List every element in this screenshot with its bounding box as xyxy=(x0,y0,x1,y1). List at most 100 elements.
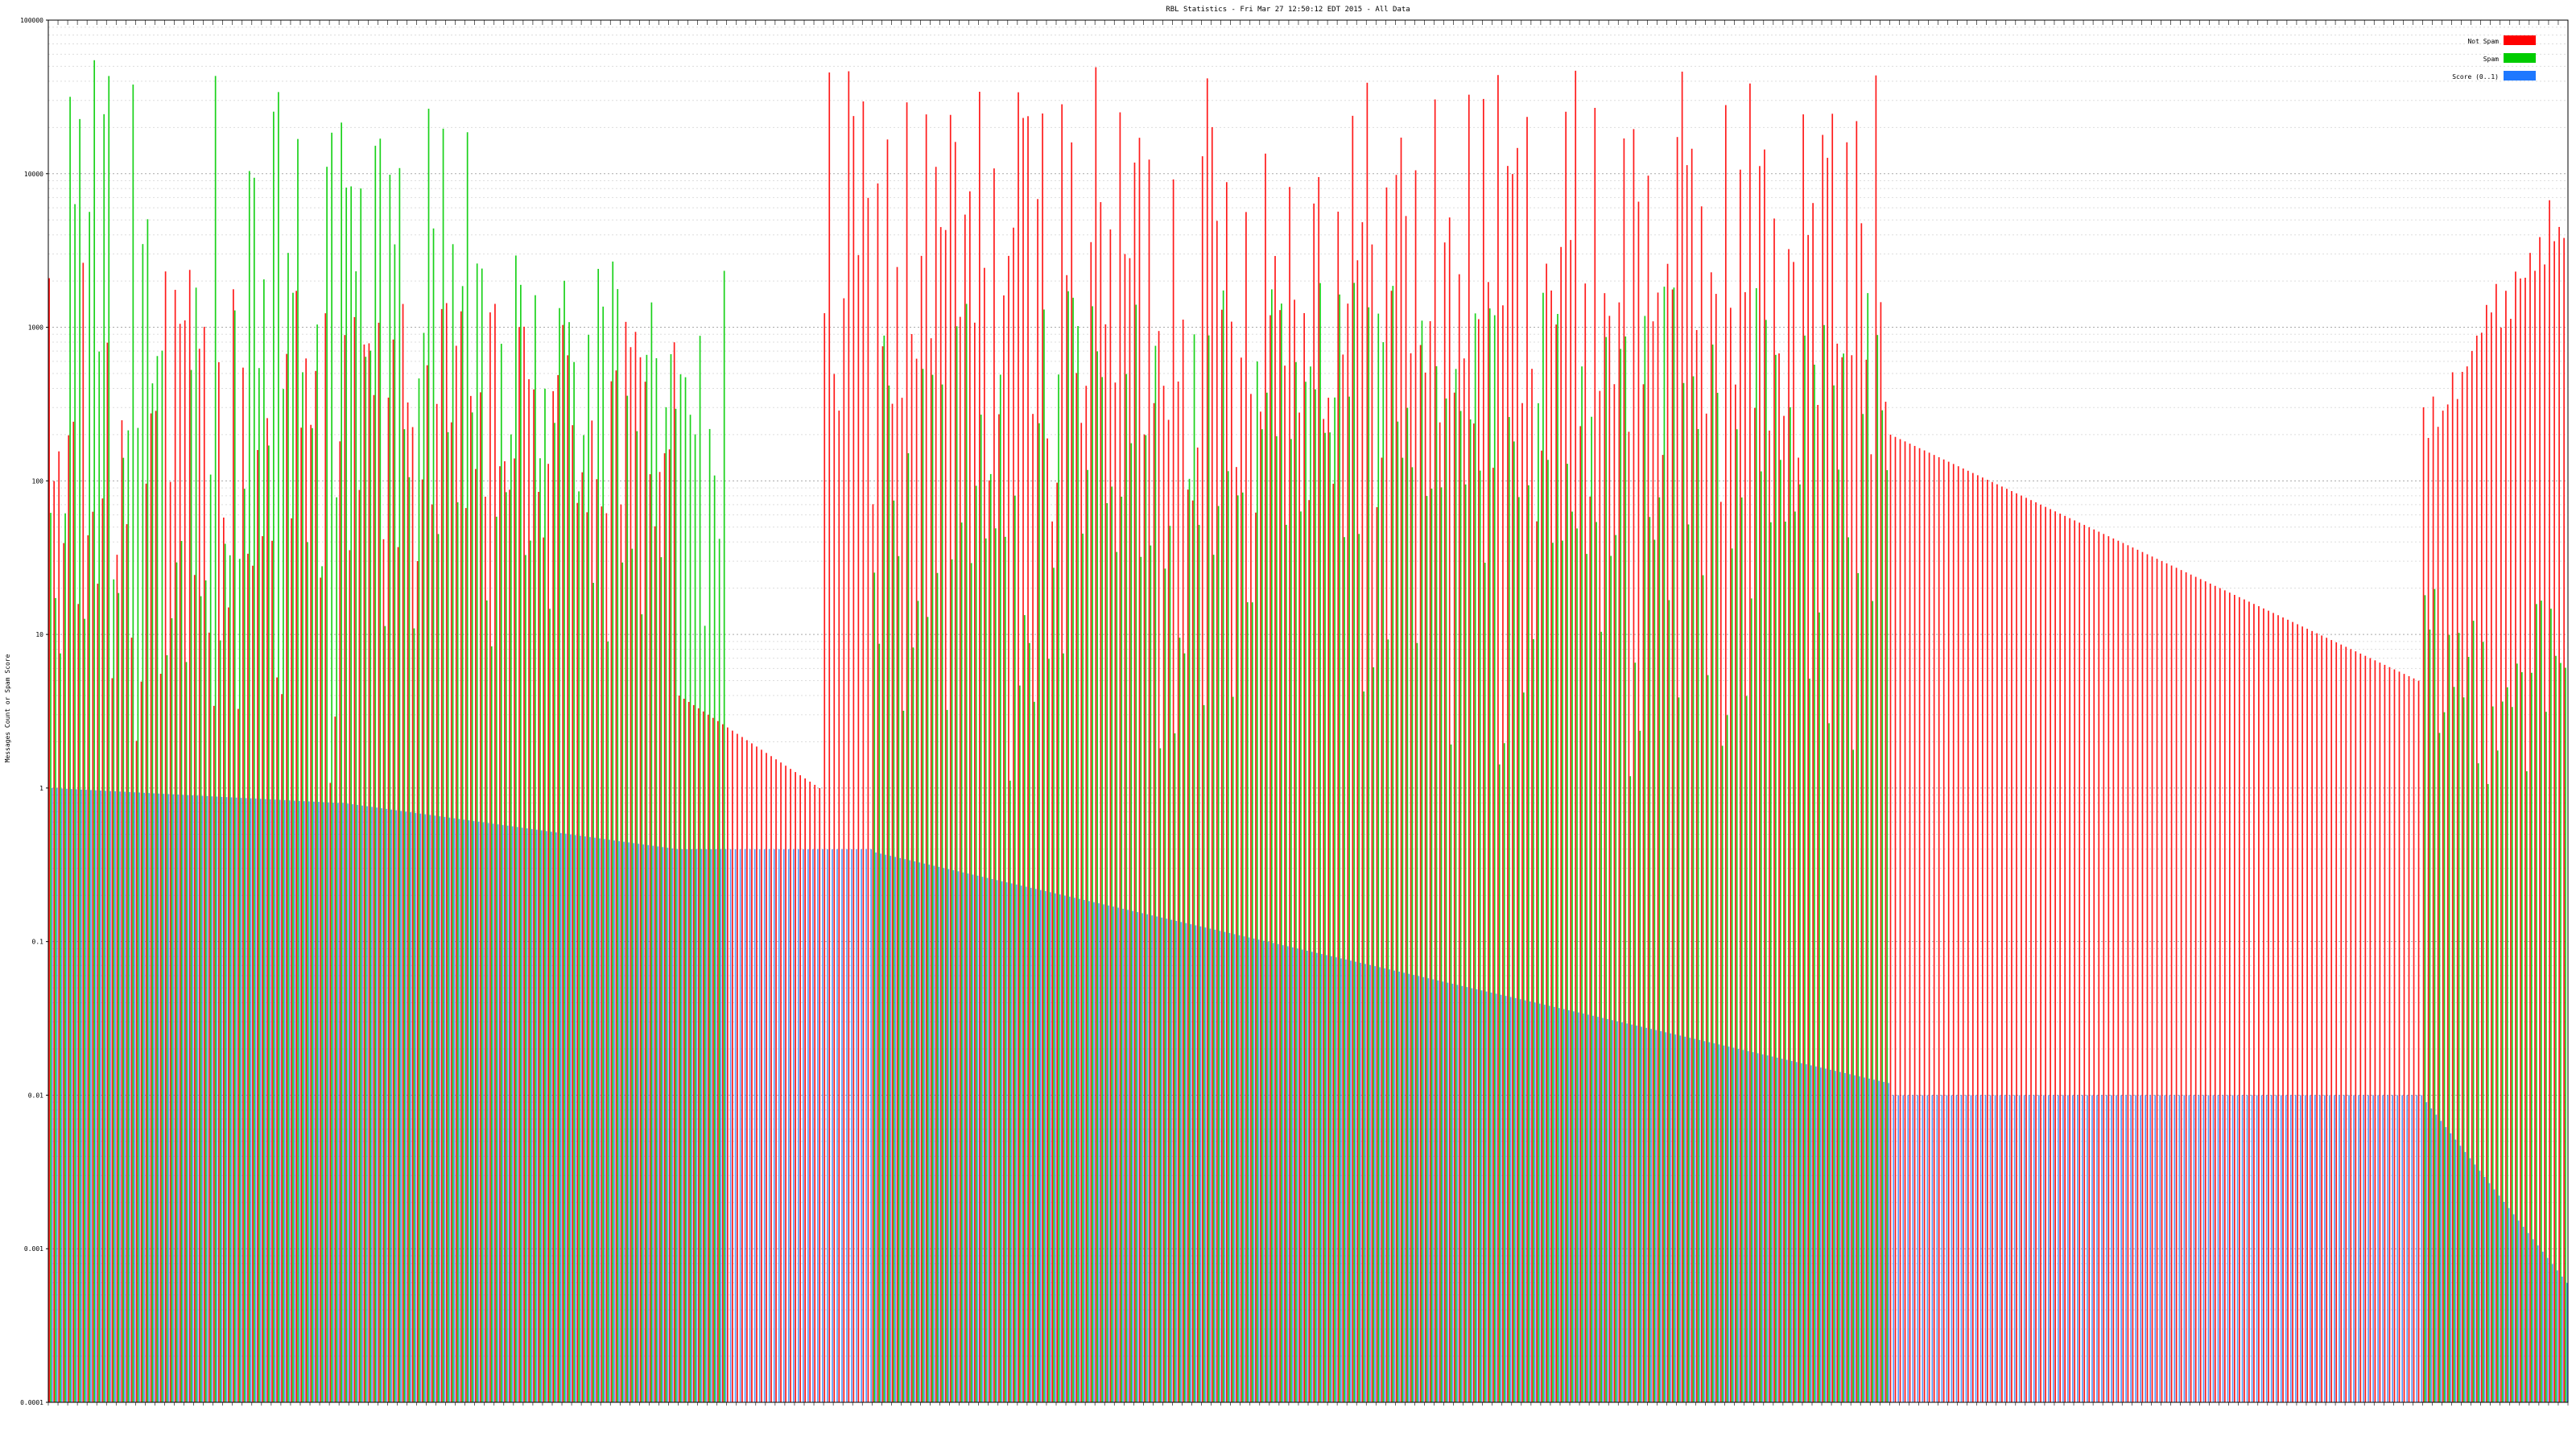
bar-score-0-1- xyxy=(2202,1095,2205,1402)
bar-score-0-1- xyxy=(1127,910,1129,1402)
bar-not-spam xyxy=(2480,332,2483,1402)
bar-spam xyxy=(1881,410,1884,1402)
bar-score-0-1- xyxy=(1785,1059,1788,1402)
bar-score-0-1- xyxy=(700,848,703,1402)
bar-score-0-1- xyxy=(1291,947,1294,1402)
bar-spam xyxy=(1174,733,1176,1402)
bar-spam xyxy=(195,287,197,1402)
bar-score-0-1- xyxy=(1166,919,1168,1402)
bar-not-spam xyxy=(1909,444,1911,1402)
bar-not-spam xyxy=(1517,147,1518,1402)
bar-score-0-1- xyxy=(1195,925,1197,1402)
bar-score-0-1- xyxy=(105,791,106,1402)
bar-not-spam xyxy=(775,759,777,1402)
bar-not-spam xyxy=(1507,166,1509,1403)
bar-score-0-1- xyxy=(2164,1095,2166,1402)
bar-not-spam xyxy=(1812,203,1814,1402)
bar-spam xyxy=(204,580,207,1402)
bar-spam xyxy=(1082,533,1084,1402)
bar-score-0-1- xyxy=(2401,1095,2404,1402)
bar-score-0-1- xyxy=(2474,1164,2476,1402)
bar-score-0-1- xyxy=(2324,1095,2326,1402)
bar-score-0-1- xyxy=(1859,1076,1860,1402)
bar-score-0-1- xyxy=(1795,1062,1798,1402)
bar-not-spam xyxy=(1957,466,1959,1402)
bar-score-0-1- xyxy=(1989,1095,1992,1402)
bar-score-0-1- xyxy=(371,807,373,1402)
bar-score-0-1- xyxy=(933,865,935,1402)
bar-score-0-1- xyxy=(95,790,97,1402)
bar-spam xyxy=(1183,653,1186,1402)
bar-score-0-1- xyxy=(1641,1026,1643,1402)
bar-not-spam xyxy=(2079,522,2081,1402)
bar-spam xyxy=(1193,334,1195,1402)
bar-score-0-1- xyxy=(511,826,514,1402)
bar-not-spam xyxy=(2539,237,2541,1402)
bar-not-spam xyxy=(1294,299,1295,1403)
bar-score-0-1- xyxy=(647,844,650,1402)
bar-not-spam xyxy=(1439,422,1441,1402)
bar-not-spam xyxy=(1429,321,1431,1403)
bar-score-0-1- xyxy=(2503,1201,2505,1402)
bar-not-spam xyxy=(2045,506,2046,1403)
bar-score-0-1- xyxy=(1839,1071,1841,1402)
bar-score-0-1- xyxy=(739,848,741,1402)
bar-spam xyxy=(1523,692,1525,1402)
bar-not-spam xyxy=(392,339,394,1403)
bar-not-spam xyxy=(935,167,937,1403)
bar-spam xyxy=(607,641,609,1402)
bar-not-spam xyxy=(2475,335,2478,1403)
bar-score-0-1- xyxy=(429,815,431,1402)
bar-spam xyxy=(1063,653,1064,1402)
bar-spam xyxy=(89,212,91,1403)
bar-score-0-1- xyxy=(1728,1046,1730,1402)
bar-spam xyxy=(408,477,411,1402)
bar-spam xyxy=(1605,336,1608,1402)
bar-score-0-1- xyxy=(1766,1055,1769,1402)
bar-not-spam xyxy=(2442,411,2444,1402)
bar-score-0-1- xyxy=(705,848,708,1402)
bar-not-spam xyxy=(721,724,724,1402)
bar-not-spam xyxy=(630,347,632,1403)
bar-not-spam xyxy=(910,334,913,1403)
bar-not-spam xyxy=(2510,319,2512,1403)
bar-spam xyxy=(200,596,202,1402)
bar-score-0-1- xyxy=(347,803,349,1402)
bar-spam xyxy=(442,128,444,1402)
bar-score-0-1- xyxy=(1708,1042,1711,1402)
bar-spam xyxy=(893,500,895,1402)
bar-spam xyxy=(312,427,313,1402)
bar-not-spam xyxy=(121,420,123,1402)
bar-not-spam xyxy=(1502,305,1504,1403)
bar-score-0-1- xyxy=(1902,1095,1905,1402)
bar-not-spam xyxy=(1483,98,1484,1402)
y-axis-label: Messages Count or Spam Score xyxy=(4,654,11,762)
bar-not-spam xyxy=(2074,520,2076,1402)
bar-spam xyxy=(476,263,478,1402)
bar-score-0-1- xyxy=(851,848,852,1402)
bar-score-0-1- xyxy=(1893,1095,1895,1402)
bar-spam xyxy=(1765,320,1767,1402)
bar-score-0-1- xyxy=(1137,912,1139,1402)
bar-not-spam xyxy=(387,397,390,1402)
bar-spam xyxy=(432,228,435,1402)
bar-score-0-1- xyxy=(609,840,610,1402)
bar-score-0-1- xyxy=(1970,1095,1972,1402)
bar-score-0-1- xyxy=(1616,1021,1618,1402)
bar-score-0-1- xyxy=(2178,1095,2181,1402)
bar-score-0-1- xyxy=(1170,919,1173,1402)
bar-spam xyxy=(1392,286,1394,1403)
bar-spam xyxy=(723,270,725,1402)
bar-not-spam xyxy=(697,708,700,1402)
bar-not-spam xyxy=(2209,583,2211,1402)
bar-score-0-1- xyxy=(1699,1039,1701,1402)
bar-score-0-1- xyxy=(2561,1276,2563,1402)
bar-spam xyxy=(975,485,977,1402)
bar-spam xyxy=(1740,497,1743,1403)
bar-spam xyxy=(1315,389,1316,1402)
bar-not-spam xyxy=(1037,199,1038,1403)
bar-spam xyxy=(471,412,473,1403)
bar-not-spam xyxy=(184,320,186,1403)
bar-score-0-1- xyxy=(2091,1095,2093,1402)
bar-spam xyxy=(515,255,517,1402)
